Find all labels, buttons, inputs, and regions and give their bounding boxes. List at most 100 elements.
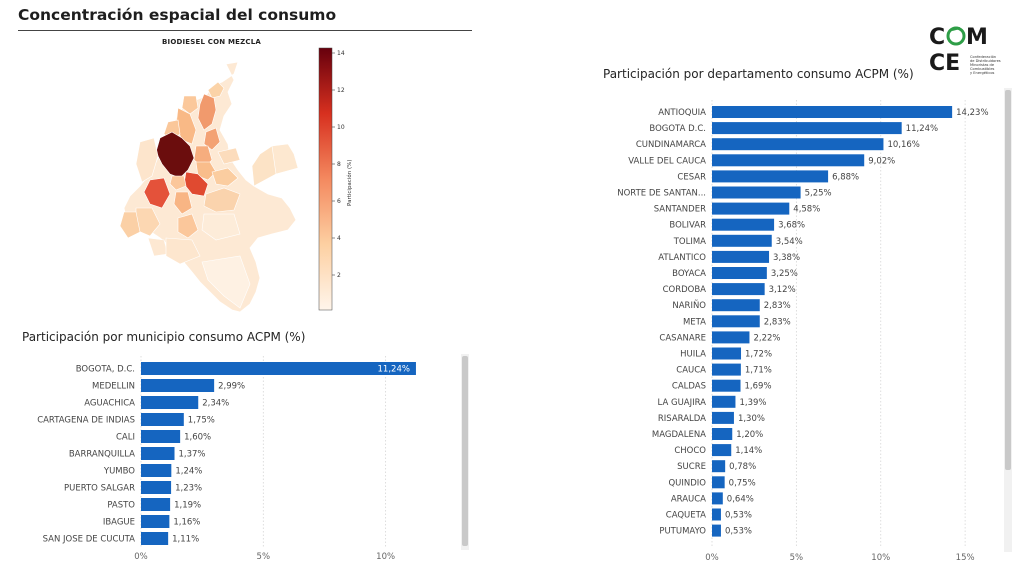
- bar: [712, 170, 829, 183]
- data-label: 2,34%: [202, 399, 229, 409]
- svg-text:M: M: [966, 25, 988, 50]
- map-region-huila: [177, 213, 199, 239]
- category-label: VALLE DEL CAUCA: [628, 156, 706, 166]
- svg-text:Confederación: Confederación: [970, 55, 996, 59]
- colorbar-label: Participación (%): [346, 160, 353, 206]
- choropleth-map-panel: BIODIESEL CON MEZCLA: [100, 34, 370, 320]
- bar: [712, 460, 726, 473]
- data-label: 1,20%: [736, 430, 763, 440]
- departamento-scroll-thumb[interactable]: [1005, 90, 1011, 470]
- category-label: MAGDALENA: [652, 430, 706, 440]
- colorbar-tick-label: 4: [337, 235, 341, 242]
- bar: [141, 430, 181, 443]
- map-region-amazonas: [201, 255, 251, 309]
- category-label: BOGOTA D.C.: [649, 124, 706, 134]
- category-label: CASANARE: [659, 333, 706, 343]
- category-label: CALDAS: [672, 382, 706, 392]
- data-label: 3,54%: [776, 237, 803, 247]
- category-label: CAUCA: [676, 366, 706, 376]
- data-label: 1,71%: [745, 366, 772, 376]
- data-label: 1,16%: [173, 518, 200, 528]
- category-label: SANTANDER: [654, 205, 706, 215]
- data-label: 1,19%: [174, 501, 201, 511]
- category-label: SUCRE: [677, 462, 706, 472]
- data-label: 1,14%: [735, 446, 762, 456]
- svg-text:Minoristas de: Minoristas de: [970, 63, 995, 67]
- x-tick-label: 15%: [956, 553, 975, 563]
- category-label: AGUACHICA: [84, 399, 135, 409]
- data-label: 2,83%: [764, 317, 791, 327]
- category-label: PUERTO SALGAR: [64, 484, 135, 494]
- bar: [141, 447, 175, 460]
- category-label: NORTE DE SANTAN...: [617, 189, 706, 199]
- bar: [141, 396, 199, 409]
- data-label: 3,12%: [769, 285, 796, 295]
- data-label: 1,37%: [179, 450, 206, 460]
- data-label: 3,68%: [778, 221, 805, 231]
- category-label: LA GUAJIRA: [658, 398, 707, 408]
- category-label: BOGOTA, D.C.: [76, 365, 135, 375]
- category-label: CORDOBA: [663, 285, 707, 295]
- category-label: ATLANTICO: [658, 253, 706, 263]
- category-label: YUMBO: [103, 467, 135, 477]
- data-label: 0,78%: [729, 462, 756, 472]
- category-label: CAQUETA: [666, 511, 706, 521]
- bar: [712, 122, 902, 135]
- data-label: 2,99%: [218, 382, 245, 392]
- category-label: CARTAGENA DE INDIAS: [37, 416, 135, 426]
- colorbar: [318, 47, 333, 311]
- svg-text:CE: CE: [929, 51, 960, 76]
- x-tick-label: 0%: [134, 552, 148, 562]
- bar: [712, 363, 741, 376]
- colorbar-ticks: 14 12 10 8 6 4 2: [332, 50, 345, 279]
- colorbar-tick-label: 14: [337, 50, 345, 57]
- data-label: 1,11%: [172, 535, 199, 545]
- bar: [712, 186, 801, 199]
- bar: [141, 362, 416, 375]
- bar: [141, 413, 184, 426]
- bar: [712, 428, 733, 440]
- data-label: 1,69%: [745, 382, 772, 392]
- data-label: 1,30%: [738, 414, 765, 424]
- data-label: 2,22%: [753, 333, 780, 343]
- map-region-arauca: [217, 147, 241, 165]
- category-label: ANTIOQUIA: [658, 108, 706, 118]
- bar: [141, 464, 172, 477]
- map-region-casanare: [211, 167, 239, 187]
- bar: [712, 283, 765, 296]
- svg-text:Combustibles: Combustibles: [970, 67, 995, 71]
- bar: [712, 138, 884, 151]
- data-label: 0,53%: [725, 527, 752, 537]
- category-label: SAN JOSE DE CUCUTA: [43, 535, 136, 545]
- data-label: 0,75%: [729, 478, 756, 488]
- category-label: PUTUMAYO: [659, 527, 706, 537]
- bar: [712, 331, 750, 344]
- data-label: 11,24%: [378, 365, 410, 375]
- category-label: CALI: [116, 433, 135, 443]
- data-label: 3,38%: [773, 253, 800, 263]
- category-label: IBAGUE: [103, 518, 135, 528]
- data-label: 1,39%: [739, 398, 766, 408]
- bar: [712, 154, 865, 167]
- x-tick-label: 5%: [790, 553, 804, 563]
- bar: [141, 498, 171, 511]
- category-label: BOLIVAR: [669, 221, 706, 231]
- data-label: 10,16%: [887, 140, 919, 150]
- bar: [712, 106, 953, 118]
- municipio-scroll-thumb[interactable]: [462, 356, 468, 546]
- colorbar-tick-label: 10: [337, 124, 345, 131]
- bar: [141, 515, 170, 528]
- map-region-guaviare: [201, 213, 241, 241]
- bar: [712, 395, 736, 408]
- departamento-chart-scrollbar[interactable]: [1004, 88, 1012, 552]
- map-region-meta: [203, 187, 241, 213]
- bar: [141, 481, 172, 494]
- municipio-chart-scrollbar[interactable]: [461, 354, 469, 550]
- category-label: CUNDINAMARCA: [636, 140, 706, 150]
- svg-text:de Distribuidores: de Distribuidores: [970, 59, 1001, 63]
- category-label: HUILA: [680, 350, 706, 360]
- page-title: Concentración espacial del consumo: [18, 6, 337, 24]
- map-region-valle: [143, 177, 171, 209]
- bar: [712, 492, 723, 505]
- category-label: TOLIMA: [673, 237, 706, 247]
